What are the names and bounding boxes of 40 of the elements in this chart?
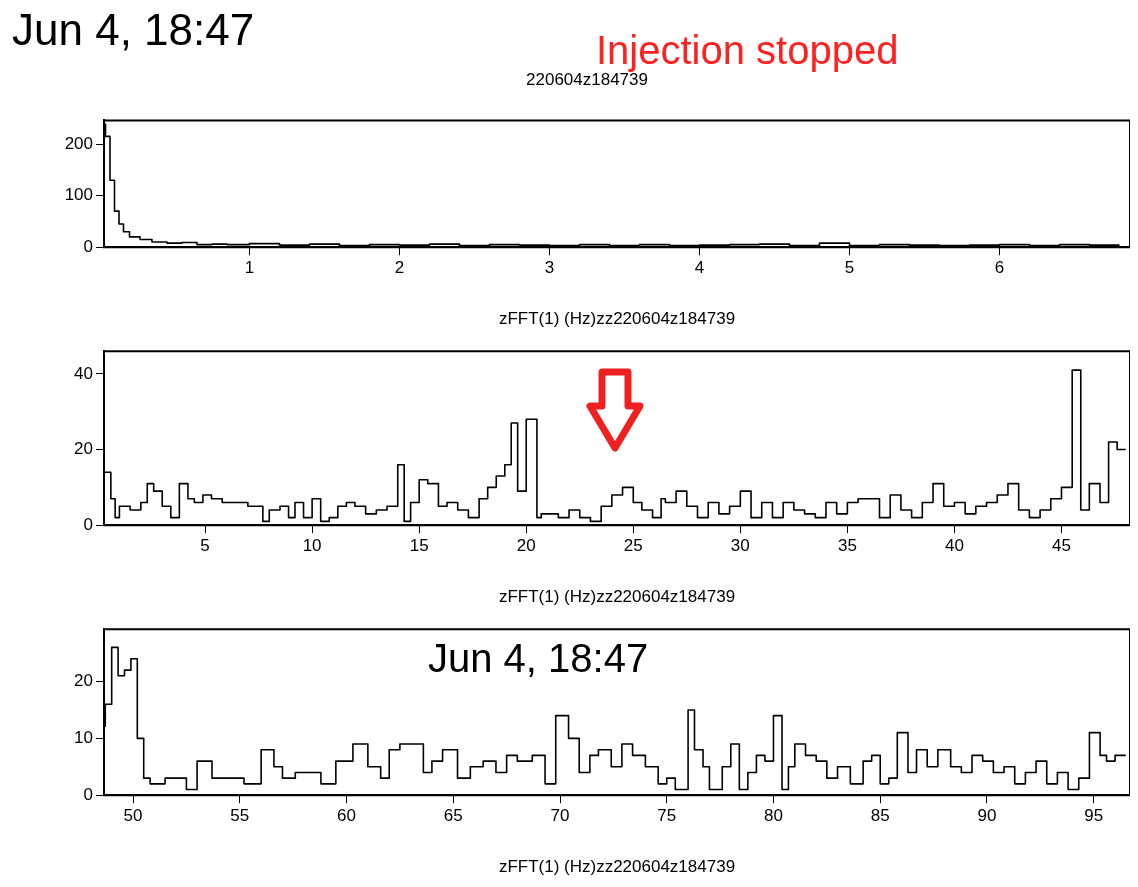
x-tick-label: 35 bbox=[837, 536, 857, 556]
x-tick-label: 30 bbox=[730, 536, 750, 556]
x-tick-label: 5 bbox=[844, 258, 855, 278]
x-tick-label: 85 bbox=[870, 806, 890, 826]
x-tick-label: 15 bbox=[409, 536, 429, 556]
x-tick-label: 75 bbox=[657, 806, 677, 826]
x-tick-label: 2 bbox=[394, 258, 405, 278]
y-tick-label: 0 bbox=[83, 236, 93, 256]
x-axis-title: zFFT(1) (Hz)zz220604z184739 bbox=[498, 857, 736, 877]
x-tick-label: 95 bbox=[1084, 806, 1104, 826]
y-tick-label: 0 bbox=[83, 514, 93, 534]
x-tick-label: 70 bbox=[550, 806, 570, 826]
x-tick-label: 60 bbox=[337, 806, 356, 826]
x-tick-label: 65 bbox=[443, 806, 463, 826]
x-tick-label: 50 bbox=[123, 806, 143, 826]
x-axis-title: zFFT(1) (Hz)zz220604z184739 bbox=[498, 587, 736, 607]
text: Injection stopped bbox=[596, 28, 899, 72]
y-tick-label: 20 bbox=[74, 439, 93, 459]
x-tick-label: 45 bbox=[1052, 536, 1071, 556]
x-tick-label: 4 bbox=[694, 258, 705, 278]
x-tick-label: 80 bbox=[764, 806, 783, 826]
x-tick-label: 1 bbox=[244, 258, 255, 278]
x-tick-label: 40 bbox=[944, 536, 964, 556]
y-tick-label: 10 bbox=[74, 728, 93, 748]
y-tick-label: 20 bbox=[74, 671, 93, 691]
text: Jun 4, 18:47 bbox=[12, 5, 255, 55]
x-tick-label: 25 bbox=[623, 536, 643, 556]
x-tick-label: 20 bbox=[516, 536, 536, 556]
x-tick-label: 3 bbox=[544, 258, 555, 278]
x-tick-label: 6 bbox=[994, 258, 1005, 278]
y-tick-label: 0 bbox=[83, 784, 93, 804]
x-tick-label: 10 bbox=[302, 536, 322, 556]
x-tick-label: 55 bbox=[230, 806, 250, 826]
x-axis-title: zFFT(1) (Hz)zz220604z184739 bbox=[498, 309, 736, 329]
y-tick-label: 200 bbox=[64, 133, 93, 153]
x-tick-label: 90 bbox=[977, 806, 997, 826]
y-tick-label: 40 bbox=[74, 363, 93, 383]
x-tick-label: 5 bbox=[200, 536, 210, 556]
y-tick-label: 100 bbox=[64, 185, 93, 205]
annotation: Jun 4, 18:47 bbox=[428, 636, 649, 680]
